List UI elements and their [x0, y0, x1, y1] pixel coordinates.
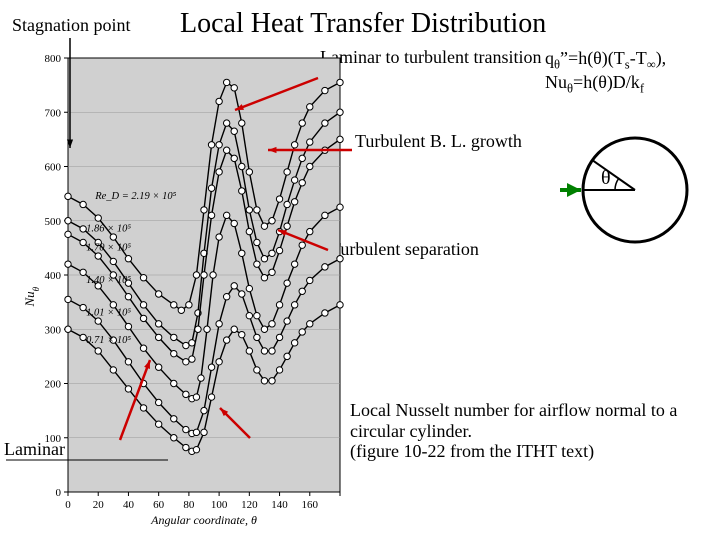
formula-line-1: qθ”=h(θ)(Ts-T∞), — [545, 48, 666, 72]
svg-text:600: 600 — [45, 162, 62, 174]
svg-text:0.71 × 10⁵: 0.71 × 10⁵ — [86, 335, 131, 346]
svg-text:700: 700 — [45, 107, 62, 119]
svg-text:Nuθ: Nuθ — [22, 286, 41, 307]
svg-text:Re_D = 2.19 × 10⁵: Re_D = 2.19 × 10⁵ — [94, 191, 176, 202]
svg-text:100: 100 — [211, 499, 228, 511]
annotation-text: Turbulent separation — [330, 239, 479, 259]
svg-text:θ: θ — [601, 167, 611, 189]
svg-text:500: 500 — [45, 216, 62, 228]
caption-text: Local Nusselt number for airflow normal … — [350, 400, 680, 462]
slide-root: Local Heat Transfer Distribution Stagnat… — [0, 0, 720, 540]
svg-text:Angular coordinate, θ: Angular coordinate, θ — [150, 513, 257, 527]
formula-line-2: Nuθ=h(θ)D/kf — [545, 72, 666, 96]
svg-text:200: 200 — [45, 379, 62, 391]
svg-text:20: 20 — [93, 499, 105, 511]
theta-diagram: θ — [560, 110, 700, 250]
svg-text:60: 60 — [153, 499, 165, 511]
svg-text:1.70 × 10⁵: 1.70 × 10⁵ — [86, 243, 131, 254]
annotation-laminar-turbulent-transition: Laminar to turbulent transition — [320, 48, 541, 68]
formula-block: qθ”=h(θ)(Ts-T∞), Nuθ=h(θ)D/kf — [545, 48, 666, 96]
svg-text:160: 160 — [302, 499, 319, 511]
svg-text:140: 140 — [271, 499, 288, 511]
annotation-text: Laminar to turbulent transition — [320, 47, 541, 67]
svg-text:1.86 × 10⁵: 1.86 × 10⁵ — [86, 224, 131, 235]
annotation-turbulent-separation: Turbulent separation — [330, 240, 479, 260]
svg-text:400: 400 — [45, 270, 62, 282]
annotation-turbulent-bl-growth: Turbulent B. L. growth — [355, 132, 522, 152]
svg-text:0: 0 — [65, 499, 71, 511]
svg-text:100: 100 — [45, 433, 62, 445]
svg-text:0: 0 — [56, 487, 62, 499]
svg-text:80: 80 — [183, 499, 195, 511]
svg-text:120: 120 — [241, 499, 258, 511]
stagnation-label: Stagnation point — [12, 16, 131, 34]
page-title: Local Heat Transfer Distribution — [180, 8, 546, 40]
nusselt-chart: 0 100 200 300 400 500 600 700 800 0 20 40 60 80 100 120… — [20, 52, 350, 530]
annotation-text: Turbulent B. L. growth — [355, 131, 522, 151]
svg-text:1.40 × 10⁵: 1.40 × 10⁵ — [86, 275, 131, 286]
svg-text:1.01 × 10⁵: 1.01 × 10⁵ — [86, 308, 131, 319]
svg-text:300: 300 — [45, 324, 62, 336]
svg-text:40: 40 — [123, 499, 135, 511]
svg-text:800: 800 — [45, 53, 62, 65]
